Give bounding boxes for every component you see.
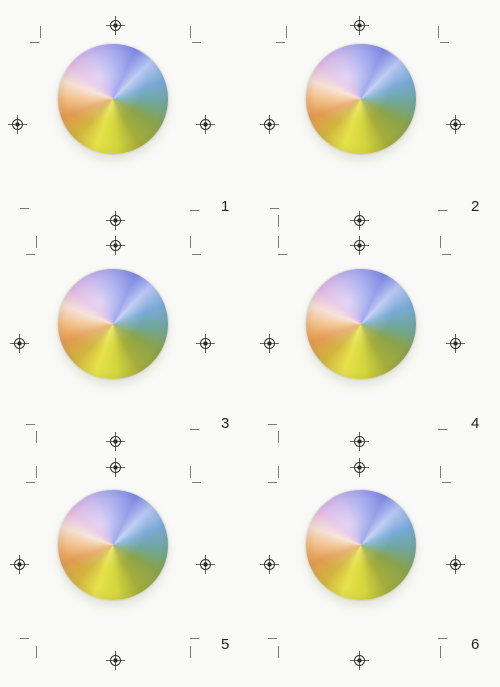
crop-mark-icon [286, 26, 287, 38]
crop-mark-icon [192, 482, 201, 483]
crop-mark-icon [36, 466, 37, 478]
crop-mark-icon [36, 236, 37, 248]
registration-target-icon [10, 334, 29, 353]
gradient-orb [58, 490, 168, 600]
registration-target-icon [106, 16, 125, 35]
registration-target-icon [10, 555, 29, 574]
registration-target-icon [350, 211, 369, 230]
tile-4: 4 [250, 229, 500, 458]
gradient-orb [306, 490, 416, 600]
registration-target-icon [106, 458, 125, 477]
registration-target-icon [260, 115, 279, 134]
crop-mark-icon [36, 431, 37, 443]
crop-mark-icon [192, 42, 201, 43]
crop-mark-icon [190, 646, 191, 658]
crop-mark-icon [26, 482, 35, 483]
crop-mark-icon [190, 638, 199, 639]
crop-mark-icon [278, 254, 287, 255]
crop-mark-icon [438, 638, 447, 639]
registration-target-icon [260, 555, 279, 574]
registration-target-icon [106, 432, 125, 451]
crop-mark-icon [40, 26, 41, 38]
registration-target-icon [196, 115, 215, 134]
crop-mark-icon [26, 424, 35, 425]
crop-mark-icon [268, 638, 277, 639]
gradient-orb [58, 269, 168, 379]
registration-target-icon [446, 334, 465, 353]
registration-target-icon [8, 115, 27, 134]
crop-mark-icon [440, 466, 441, 478]
registration-target-icon [106, 211, 125, 230]
crop-mark-icon [20, 638, 29, 639]
crop-mark-icon [36, 646, 37, 658]
crop-mark-icon [278, 215, 279, 227]
crop-mark-icon [26, 254, 35, 255]
registration-target-icon [350, 16, 369, 35]
crop-mark-icon [278, 646, 279, 658]
registration-target-icon [260, 334, 279, 353]
gradient-orb [306, 269, 416, 379]
crop-mark-icon [278, 466, 279, 478]
tile-number: 6 [471, 637, 479, 652]
crop-mark-icon [438, 210, 447, 211]
gradient-orb [58, 44, 168, 154]
crop-mark-icon [438, 26, 439, 38]
crop-mark-icon [276, 42, 285, 43]
tile-6: 6 [250, 458, 500, 687]
crop-mark-icon [192, 254, 201, 255]
crop-mark-icon [270, 208, 279, 209]
registration-target-icon [350, 236, 369, 255]
crop-mark-icon [20, 208, 29, 209]
crop-mark-icon [190, 236, 191, 248]
crop-mark-icon [278, 236, 279, 248]
tile-3: 3 [0, 229, 250, 458]
tile-5: 5 [0, 458, 250, 687]
crop-mark-icon [30, 42, 39, 43]
crop-mark-icon [190, 429, 199, 430]
crop-mark-icon [190, 210, 199, 211]
tile-number: 4 [471, 416, 479, 431]
crop-mark-icon [440, 646, 441, 658]
crop-mark-icon [438, 429, 447, 430]
crop-mark-icon [442, 254, 451, 255]
gradient-orb [306, 44, 416, 154]
tile-number: 3 [221, 416, 229, 431]
crop-mark-icon [440, 42, 449, 43]
registration-target-icon [446, 115, 465, 134]
tile-2: 2 [250, 0, 500, 229]
registration-target-icon [350, 458, 369, 477]
crop-mark-icon [440, 236, 441, 248]
crop-mark-icon [268, 482, 277, 483]
crop-mark-icon [278, 431, 279, 443]
crop-mark-icon [190, 466, 191, 478]
registration-target-icon [350, 651, 369, 670]
registration-target-icon [106, 651, 125, 670]
registration-target-icon [350, 432, 369, 451]
tile-number: 5 [221, 637, 229, 652]
crop-mark-icon [190, 26, 191, 38]
registration-target-icon [106, 236, 125, 255]
registration-target-icon [446, 555, 465, 574]
tile-1: 1 [0, 0, 250, 229]
crop-mark-icon [442, 482, 451, 483]
registration-target-icon [196, 334, 215, 353]
crop-mark-icon [268, 424, 277, 425]
tile-number: 2 [471, 199, 479, 214]
registration-target-icon [196, 555, 215, 574]
tile-number: 1 [221, 199, 229, 214]
